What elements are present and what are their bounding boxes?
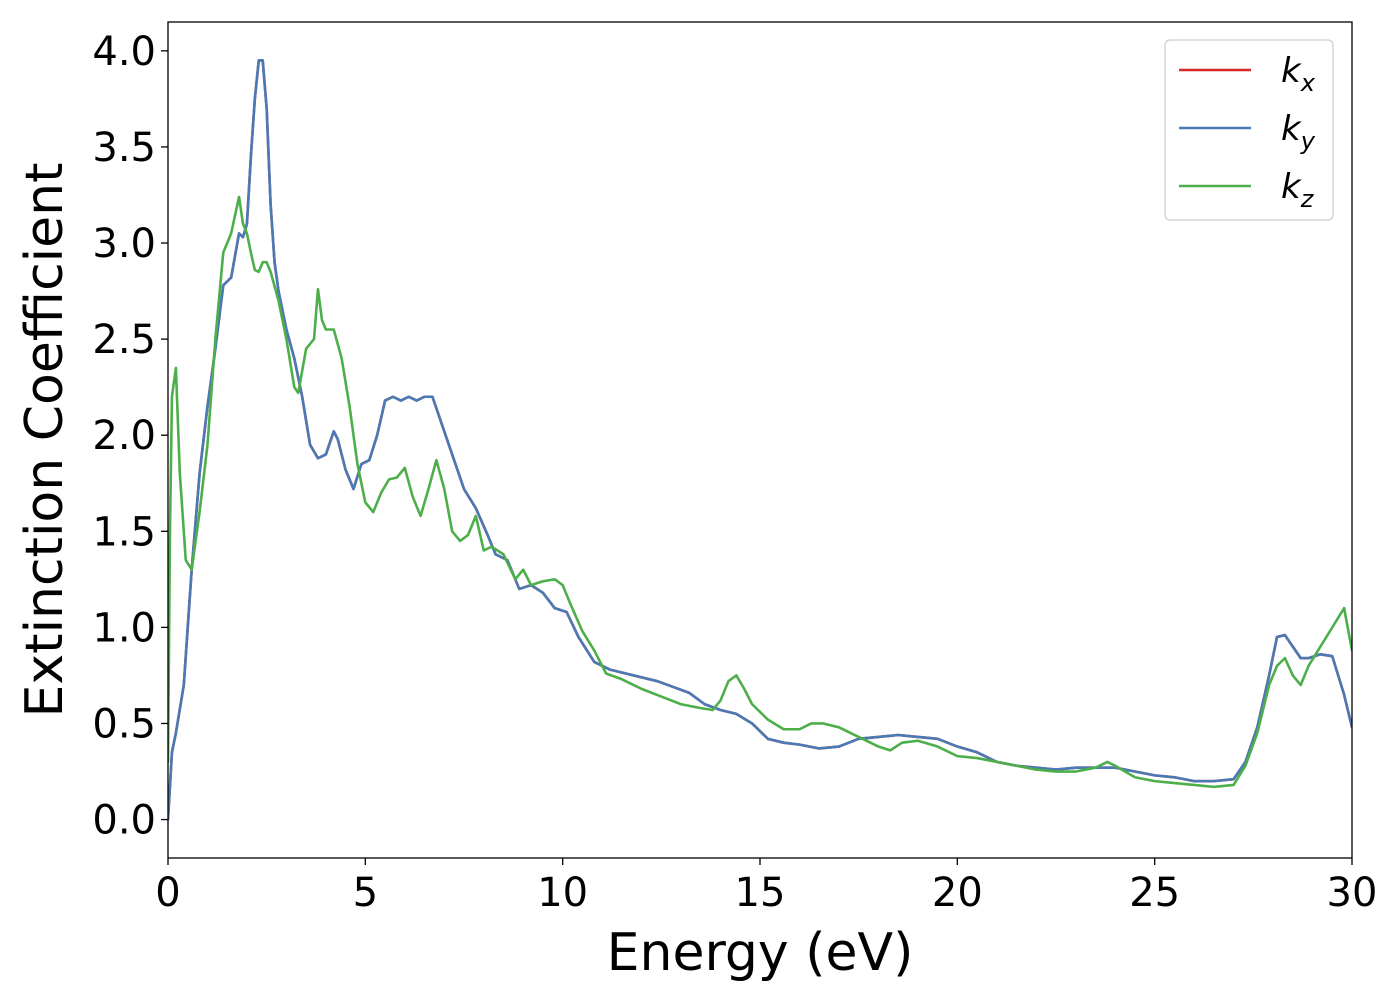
y-tick-label: 3.5 [92,125,156,171]
x-axis-title: Energy (eV) [607,923,914,983]
series-line-z [168,195,1352,789]
legend-label-z: kz [1281,167,1315,213]
x-tick-label: 20 [932,870,983,916]
x-tick-label: 5 [353,870,378,916]
y-tick-label: 0.5 [92,701,156,747]
x-tick-label: 10 [537,870,588,916]
y-tick-label: 3.0 [92,221,156,267]
plot-frame [167,21,1353,859]
legend-box [1164,39,1334,221]
y-tick-label: 1.5 [92,509,156,555]
legend-label-y: ky [1281,109,1316,155]
x-tick-label: 25 [1129,870,1180,916]
y-tick-label: 2.5 [92,317,156,363]
y-tick-label: 1.0 [92,605,156,651]
series-line-y [168,59,1352,821]
legend-label-x: kx [1281,51,1316,97]
y-tick-label: 2.0 [92,413,156,459]
y-axis-title: Extinction Coefficient [15,163,75,718]
legend: kx ky kz [1164,39,1334,221]
x-tick-label: 15 [735,870,786,916]
x-tick-label: 30 [1327,870,1378,916]
x-tick-label: 0 [155,870,180,916]
y-tick-label: 0.0 [92,798,156,844]
y-tick-label: 4.0 [92,29,156,75]
